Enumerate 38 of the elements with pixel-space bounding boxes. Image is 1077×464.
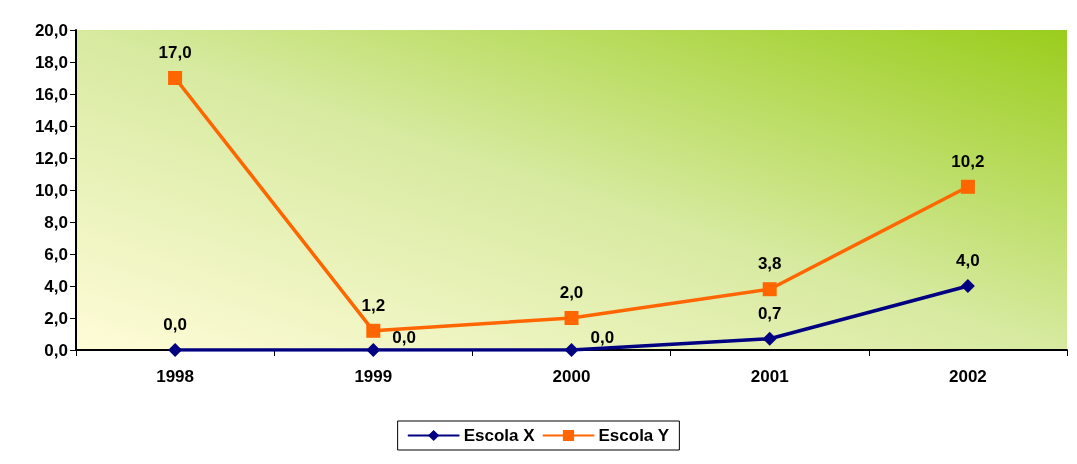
y-tick-label: 10,0 [34,180,68,200]
x-tick-label: 2000 [552,367,591,386]
legend-label: Escola Y [598,426,670,445]
y-tick-label: 4,0 [44,276,68,296]
data-label: 4,0 [956,251,980,270]
data-label: 10,2 [951,151,985,171]
data-label: 17,0 [158,43,192,62]
data-label: 0,0 [163,315,187,334]
data-label: 0,7 [757,303,782,323]
x-tick-label: 2001 [750,367,789,386]
y-tick-label: 12,0 [34,148,68,168]
y-tick-label: 14,0 [34,116,68,136]
data-label: 2,0 [559,283,584,302]
y-tick-label: 16,0 [34,84,68,104]
y-tick-label: 6,0 [44,244,68,264]
y-tick-label: 18,0 [34,52,68,72]
x-tick-label: 1999 [354,367,393,386]
x-tick-label: 1998 [156,367,195,386]
point [762,331,777,346]
data-label: 0,0 [590,327,615,347]
y-tick-label: 2,0 [44,308,68,328]
point [168,343,183,357]
y-tick-label: 8,0 [44,212,68,232]
point [960,179,975,194]
point [564,311,579,325]
x-tick-label: 2002 [948,367,987,386]
point [366,343,381,357]
point [960,279,975,293]
y-tick-label: 0,0 [44,340,68,360]
point [168,71,183,85]
data-label: 0,0 [392,327,416,347]
point [564,343,579,357]
point [366,323,381,338]
legend-label: Escola X [463,426,536,445]
y-tick-label: 20,0 [34,20,68,40]
data-label: 1,2 [361,295,386,315]
point [762,282,777,297]
data-label: 3,8 [757,254,782,274]
